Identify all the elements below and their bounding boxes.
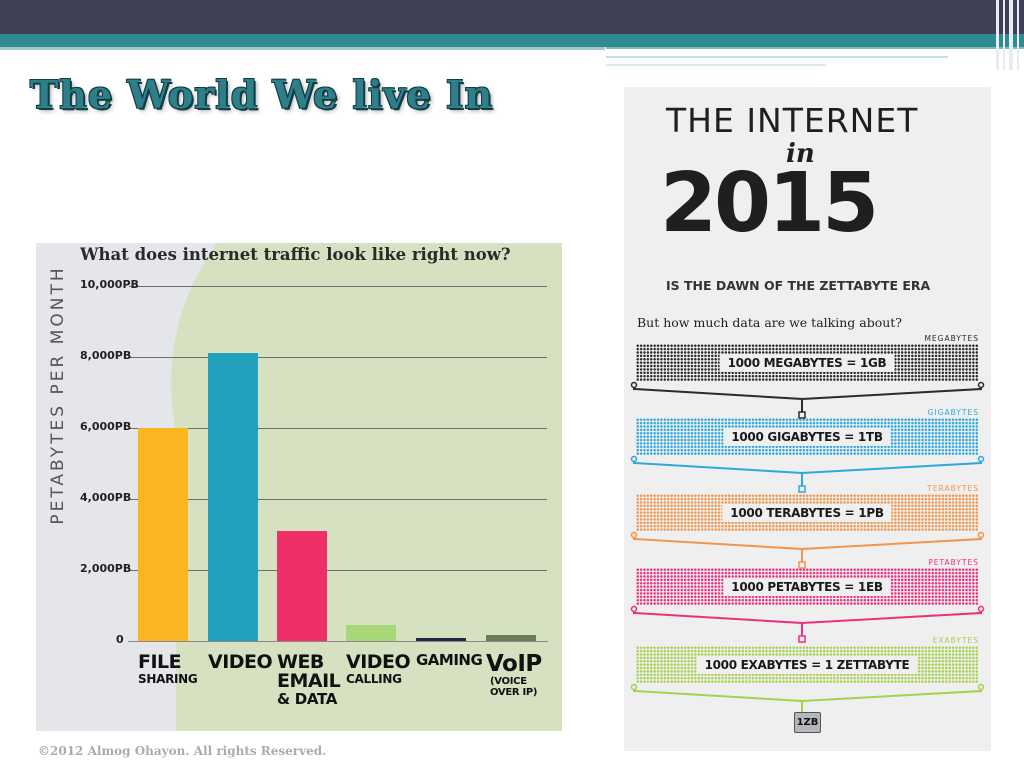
- decorative-stripes: [994, 0, 1024, 70]
- infographic-question: But how much data are we talking about?: [637, 315, 903, 330]
- category-main-label: VIDEO: [346, 651, 411, 673]
- y-tick-label: 0: [116, 633, 124, 646]
- zettabyte-box: 1ZB: [794, 712, 821, 733]
- x-category-label: GAMING: [416, 651, 483, 669]
- unit-tag: TERABYTES: [927, 484, 979, 493]
- bar-voip-voice-over-ip: [486, 635, 536, 641]
- category-main-label: WEB: [277, 651, 324, 673]
- gridline: [129, 499, 547, 500]
- unit-dot-grid: 1000 PETABYTES = 1EB: [636, 568, 978, 605]
- y-tick-label: 10,000PB: [80, 278, 139, 291]
- x-category-label: VoIP (VOICE OVER IP): [486, 653, 542, 698]
- category-sub-label: & DATA: [277, 690, 338, 708]
- bar-video: [208, 353, 258, 641]
- category-sub-label: CALLING: [346, 672, 402, 686]
- infographic-heading: THE INTERNET: [666, 101, 919, 140]
- x-category-label: VIDEO CALLING: [346, 651, 411, 686]
- y-tick-label: 4,000PB: [80, 491, 132, 504]
- infographic-subtitle: IS THE DAWN OF THE ZETTABYTE ERA: [666, 278, 931, 293]
- gridline: [129, 570, 547, 571]
- connector-lines: [630, 531, 985, 569]
- gridline: [129, 286, 547, 287]
- traffic-chart: What does internet traffic look like rig…: [36, 243, 562, 731]
- category-sub-label: (VOICE: [490, 676, 527, 687]
- connector-lines: [630, 381, 985, 419]
- x-axis-baseline: [128, 641, 548, 642]
- unit-equation: 1000 EXABYTES = 1 ZETTABYTE: [696, 655, 918, 674]
- unit-tag: EXABYTES: [932, 636, 979, 645]
- top-accent-line: [0, 47, 605, 50]
- bar-gaming: [416, 638, 466, 641]
- x-category-label: FILE SHARING: [138, 651, 198, 686]
- connector-lines: [630, 455, 985, 493]
- connector-lines: [630, 605, 985, 643]
- category-main-label: GAMING: [416, 651, 483, 669]
- unit-dot-grid: 1000 EXABYTES = 1 ZETTABYTE: [636, 646, 978, 683]
- bar-file-sharing: [138, 428, 188, 641]
- top-right-line: [606, 47, 1024, 49]
- y-tick-label: 8,000PB: [80, 349, 132, 362]
- category-sub-label: SHARING: [138, 672, 198, 686]
- category-sub-label: OVER IP): [490, 687, 538, 698]
- unit-equation: 1000 MEGABYTES = 1GB: [719, 353, 895, 372]
- unit-equation: 1000 GIGABYTES = 1TB: [723, 427, 891, 446]
- category-main-label: VIDEO: [208, 651, 273, 673]
- slide-title: The World We live In: [30, 72, 494, 117]
- gridline: [129, 357, 547, 358]
- y-tick-label: 2,000PB: [80, 562, 132, 575]
- y-axis-label: PETABYTES PER MONTH: [48, 265, 68, 525]
- unit-tag: PETABYTES: [928, 558, 979, 567]
- category-main-label: EMAIL: [277, 670, 341, 692]
- y-tick-label: 6,000PB: [80, 420, 132, 433]
- top-dark-band: [0, 0, 1024, 34]
- copyright-footer: ©2012 Almog Ohayon. All rights Reserved.: [38, 744, 327, 758]
- unit-dot-grid: 1000 GIGABYTES = 1TB: [636, 418, 978, 455]
- bar-video-calling: [346, 625, 396, 641]
- bar-web-email-data: [277, 530, 327, 641]
- infographic-year: 2015: [660, 156, 879, 251]
- internet-2015-infographic: THE INTERNET in 2015 IS THE DAWN OF THE …: [624, 87, 991, 751]
- unit-equation: 1000 PETABYTES = 1EB: [723, 577, 891, 596]
- x-category-label: WEB EMAIL & DATA: [277, 651, 341, 708]
- unit-tag: GIGABYTES: [927, 408, 979, 417]
- x-category-label: VIDEO: [208, 651, 273, 673]
- unit-dot-grid: 1000 MEGABYTES = 1GB: [636, 344, 978, 381]
- gridline: [129, 428, 547, 429]
- infographic-in: in: [786, 139, 815, 169]
- category-main-label: FILE: [138, 651, 182, 673]
- unit-tag: MEGABYTES: [924, 334, 979, 343]
- top-right-line: [606, 56, 948, 58]
- unit-equation: 1000 TERABYTES = 1PB: [722, 503, 892, 522]
- top-teal-band: [0, 34, 1024, 47]
- top-right-line: [606, 64, 826, 66]
- category-main-label: VoIP: [486, 651, 542, 677]
- chart-title: What does internet traffic look like rig…: [80, 245, 511, 264]
- unit-dot-grid: 1000 TERABYTES = 1PB: [636, 494, 978, 531]
